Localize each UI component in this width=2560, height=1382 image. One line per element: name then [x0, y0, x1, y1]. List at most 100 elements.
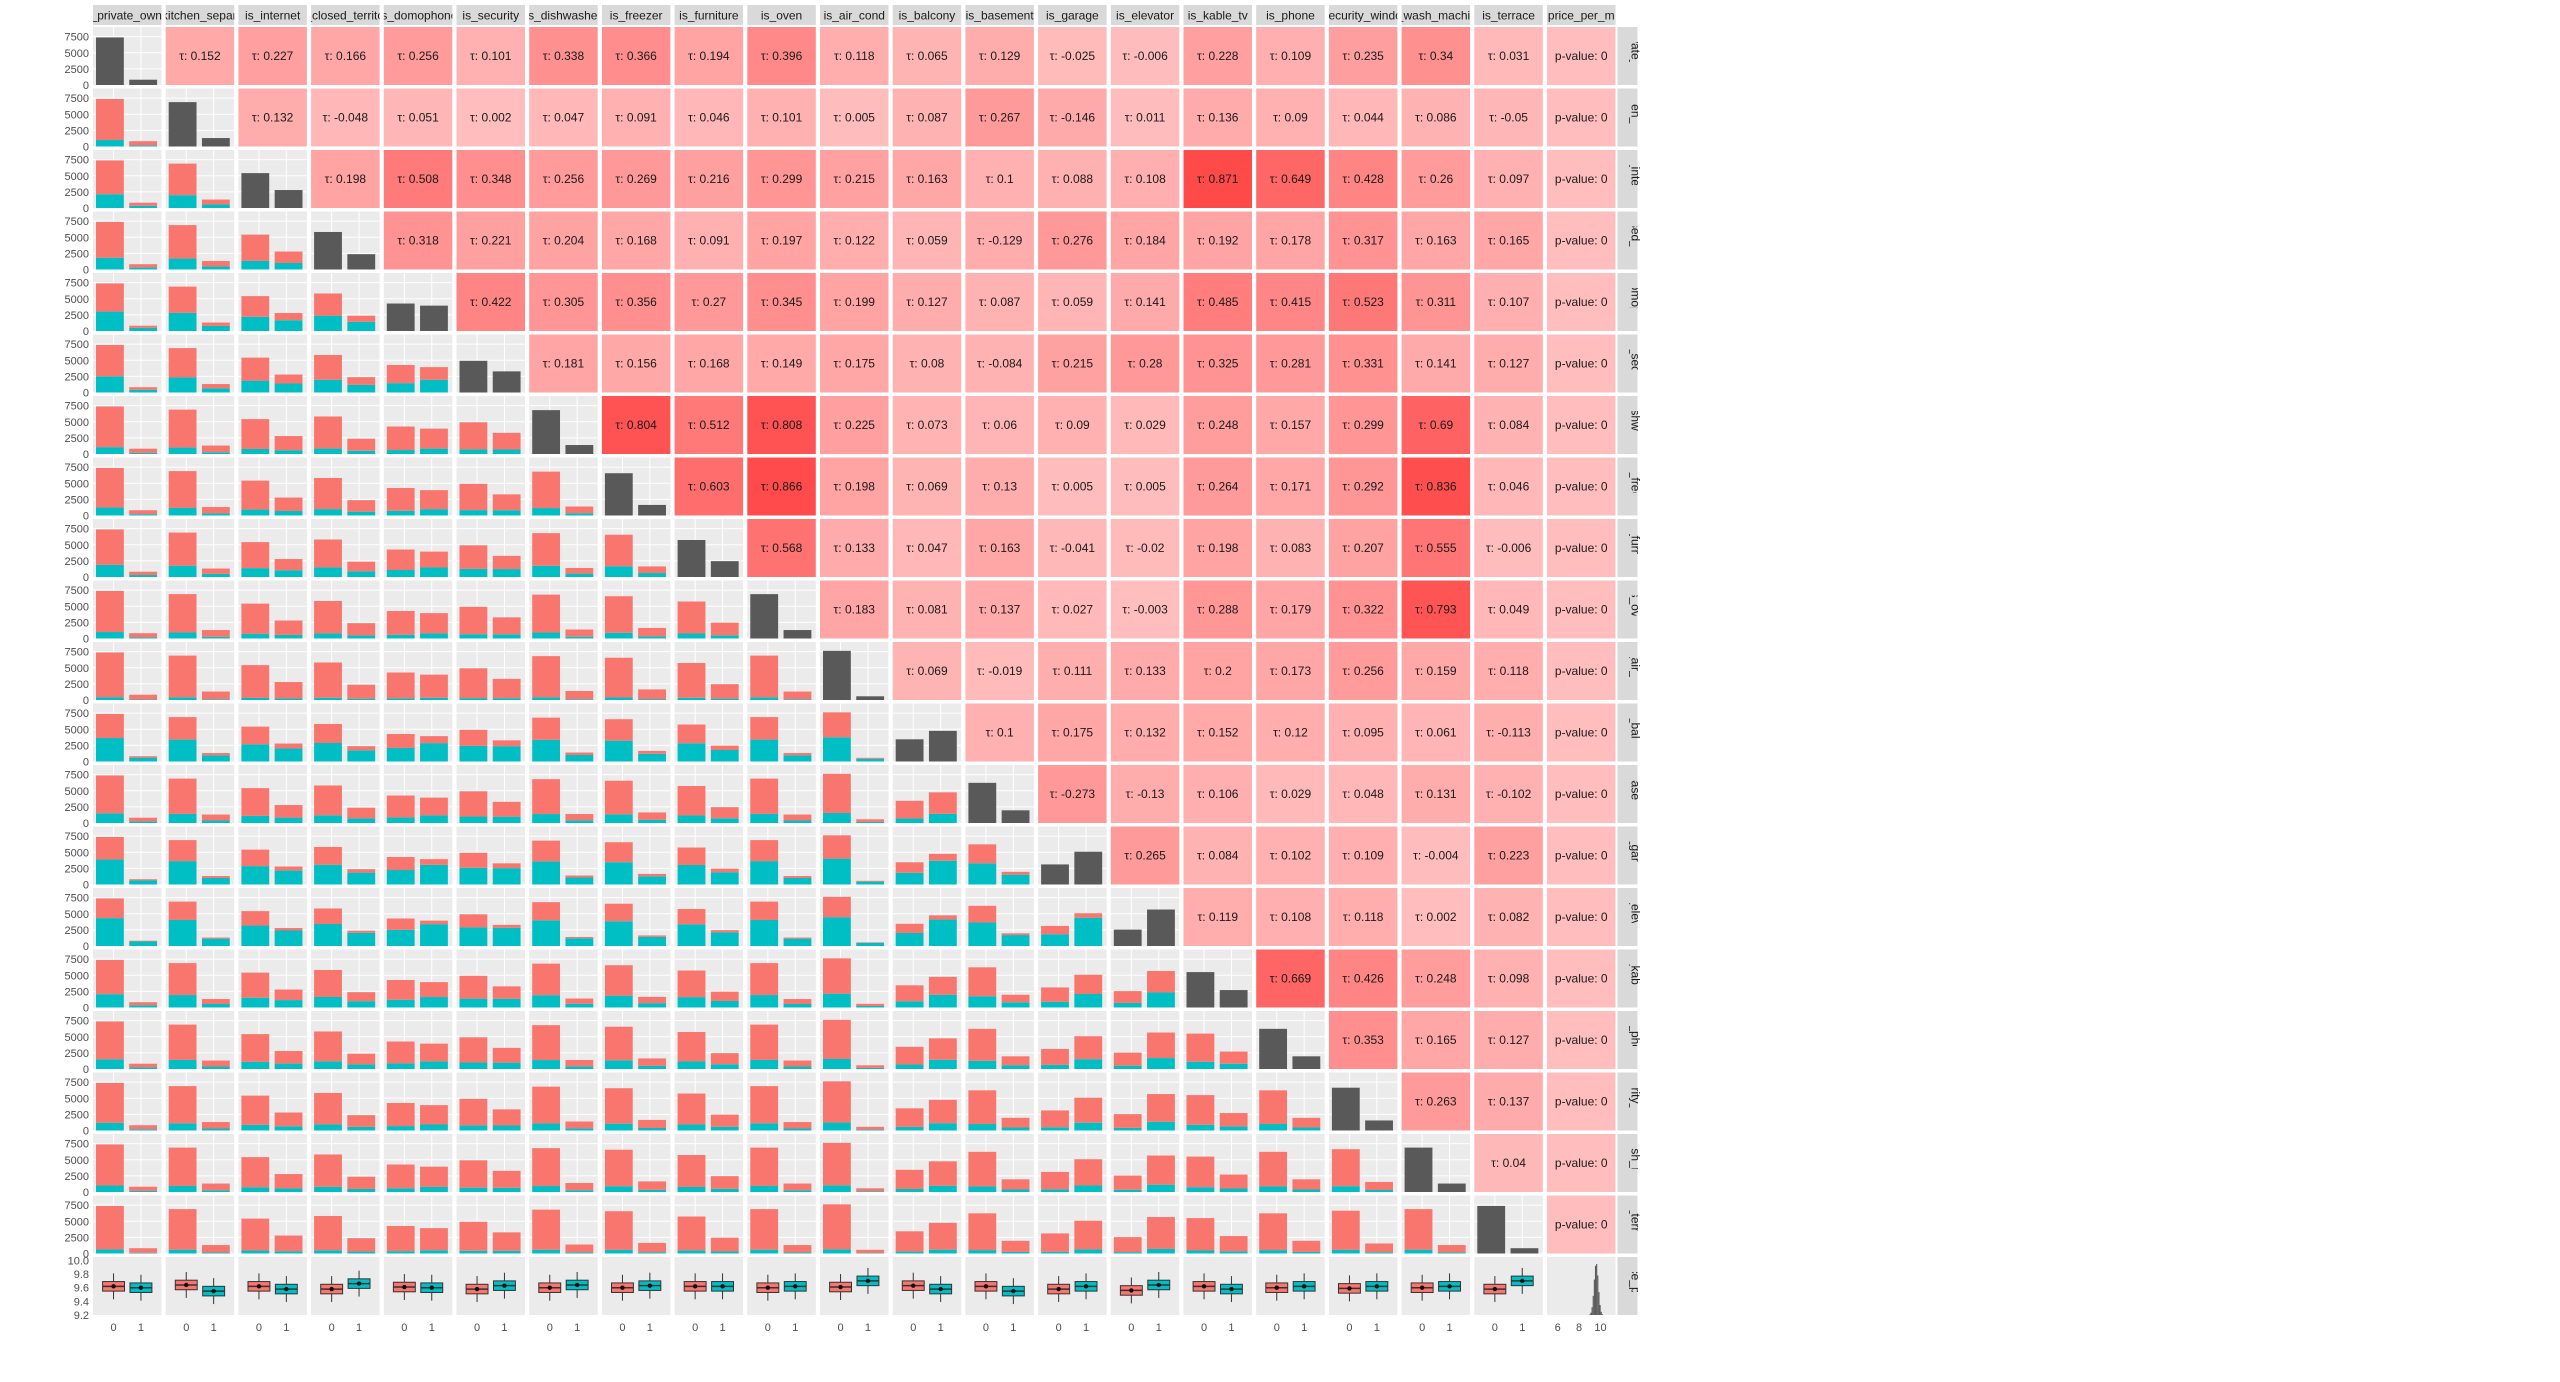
box-mean-point — [139, 1286, 143, 1290]
panel-is_closed_territory-vs-is_private_owner — [93, 212, 162, 270]
stacked-bar-teal-1 — [129, 268, 157, 270]
column-strip-is_oven: is_oven — [747, 5, 816, 25]
correlation-value: τ: 0.223 — [1488, 849, 1530, 863]
correlation-value: τ: 0.331 — [1342, 357, 1384, 371]
y-tick-label: 7500 — [65, 708, 89, 720]
y-tick-label: 7500 — [65, 1016, 89, 1028]
panel-is_garage-vs-is_basement — [965, 827, 1034, 885]
stacked-bar-teal-0 — [678, 1187, 706, 1192]
stacked-bar-teal-0 — [460, 1125, 488, 1130]
panel-is_balcony-vs-is_domophone — [384, 704, 453, 762]
density-bin — [1597, 1275, 1598, 1315]
x-tick-label: 1 — [1446, 1322, 1452, 1334]
diag-bar-1 — [129, 80, 157, 85]
panel-is_oven-vs-is_terrace: τ: 0.049 — [1474, 581, 1543, 639]
panel-is_freezer-vs-is_internet — [238, 458, 307, 516]
panel-is_security_windows-vs-is_internet — [238, 1073, 307, 1131]
panel-is_kable_tv-vs-is_terrace: τ: 0.098 — [1474, 950, 1543, 1008]
stacked-bar-red-1 — [420, 1105, 448, 1124]
stacked-bar-red-1 — [1002, 1118, 1030, 1128]
panel-is_balcony-vs-is_furniture — [675, 704, 744, 762]
panel-is_terrace-vs-is_kitchen_separate — [166, 1196, 235, 1254]
stacked-bar-teal-0 — [1259, 1124, 1287, 1130]
correlation-value: τ: 0.069 — [906, 664, 948, 678]
correlation-value: τ: 0.011 — [1125, 111, 1166, 125]
stacked-bar-teal-0 — [1114, 1066, 1142, 1069]
stacked-bar-red-0 — [387, 673, 415, 699]
y-tick-label: 2500 — [65, 1109, 89, 1121]
column-strip-label: is_private_owner — [82, 9, 173, 23]
stacked-bar-teal-1 — [129, 575, 157, 577]
stacked-bar-red-0 — [387, 1042, 415, 1064]
panel-is_kitchen_separate-vs-is_phone: τ: 0.09 — [1256, 89, 1325, 147]
correlation-value: τ: 0.156 — [615, 357, 657, 371]
panel-is_balcony-vs-is_terrace: τ: -0.113 — [1474, 704, 1543, 762]
panel-is_air_cond-vs-is_terrace: τ: 0.118 — [1474, 642, 1543, 700]
stacked-bar-red-0 — [532, 1148, 560, 1186]
panel-is_furniture-vs-is_closed_territory — [311, 519, 380, 577]
diag-bar-0 — [96, 37, 124, 85]
panel-is_dishwasher-vs-is_wash_machine: τ: 0.69 — [1402, 396, 1471, 454]
panel-is_private_owner-vs-is_internet: τ: 0.227 — [238, 27, 307, 85]
stacked-bar-teal-0 — [169, 508, 197, 516]
y-tick-label: 0 — [83, 449, 89, 461]
panel-is_security-vs-is_security — [457, 335, 526, 393]
y-tick-label: 2500 — [65, 248, 89, 260]
stacked-bar-teal-1 — [711, 635, 739, 638]
y-tick-label: 5000 — [65, 601, 89, 613]
row-strip-is_kable_tv: s_kable_t — [1618, 950, 1643, 1008]
box-mean-point — [1084, 1284, 1088, 1288]
panel-is_kable_tv-vs-is_closed_territory — [311, 950, 380, 1008]
stacked-bar-teal-1 — [638, 820, 666, 823]
panel-is_wash_machine-vs-is_furniture — [675, 1134, 744, 1192]
stacked-bar-teal-0 — [460, 746, 488, 762]
stacked-bar-teal-0 — [96, 918, 124, 946]
correlation-value: τ: 0.523 — [1342, 295, 1384, 309]
stacked-bar-teal-0 — [387, 817, 415, 823]
panel-is_domophone-vs-is_kable_tv: τ: 0.485 — [1184, 273, 1253, 331]
panel-is_kitchen_separate-vs-is_air_cond: τ: 0.005 — [820, 89, 889, 147]
panel-is_basement-vs-is_security_windows: τ: 0.048 — [1329, 765, 1398, 823]
y-tick-label: 5000 — [65, 1093, 89, 1105]
stacked-bar-teal-0 — [96, 1249, 124, 1253]
correlation-value: τ: 0.269 — [615, 172, 657, 186]
y-tick-label: 5000 — [65, 355, 89, 367]
stacked-bar-teal-1 — [1074, 1059, 1102, 1069]
stacked-bar-teal-0 — [460, 1063, 488, 1069]
density-bin — [1602, 1314, 1603, 1315]
panel-is_dishwasher-vs-is_dishwasher — [529, 396, 598, 454]
x-tick-label: 0 — [910, 1322, 916, 1334]
correlation-value: τ: 0.305 — [543, 295, 585, 309]
stacked-bar-teal-1 — [347, 818, 375, 823]
stacked-bar-teal-1 — [347, 1252, 375, 1254]
stacked-bar-red-0 — [750, 779, 778, 814]
correlation-value: τ: 0.415 — [1270, 295, 1312, 309]
panel-price_per_m-vs-is_furniture — [675, 1257, 744, 1315]
panel-is_freezer-vs-is_oven: τ: 0.866 — [747, 458, 816, 516]
stacked-bar-red-1 — [129, 1002, 157, 1005]
panel-is_closed_territory-vs-is_furniture: τ: 0.091 — [675, 212, 744, 270]
panel-is_security_windows-vs-is_wash_machine: τ: 0.263 — [1402, 1073, 1471, 1131]
correlation-value: τ: 0.082 — [1488, 910, 1530, 924]
panel-is_elevator-vs-is_private_owner — [93, 888, 162, 946]
stacked-bar-red-1 — [1292, 1118, 1320, 1128]
stacked-bar-teal-1 — [565, 1066, 593, 1069]
box-mean-point — [284, 1287, 288, 1291]
x-tick-label: 1 — [719, 1322, 725, 1334]
stacked-bar-teal-0 — [750, 1250, 778, 1254]
stacked-bar-red-1 — [711, 869, 739, 873]
stacked-bar-red-1 — [275, 867, 303, 871]
panel-is_garage-vs-is_closed_territory — [311, 827, 380, 885]
correlation-value: τ: -0.273 — [1050, 787, 1096, 801]
stacked-bar-teal-0 — [605, 1124, 633, 1131]
correlation-value: τ: 0.107 — [1488, 295, 1530, 309]
correlation-value: τ: 0.338 — [543, 49, 585, 63]
panel-is_phone-vs-is_kitchen_separate — [166, 1011, 235, 1069]
stacked-bar-red-0 — [169, 902, 197, 920]
stacked-bar-red-0 — [896, 1231, 924, 1251]
stacked-bar-teal-0 — [532, 920, 560, 946]
y-tick-label: 2500 — [65, 64, 89, 76]
stacked-bar-red-0 — [314, 478, 342, 509]
stacked-bar-red-1 — [129, 818, 157, 822]
stacked-bar-red-0 — [460, 791, 488, 816]
